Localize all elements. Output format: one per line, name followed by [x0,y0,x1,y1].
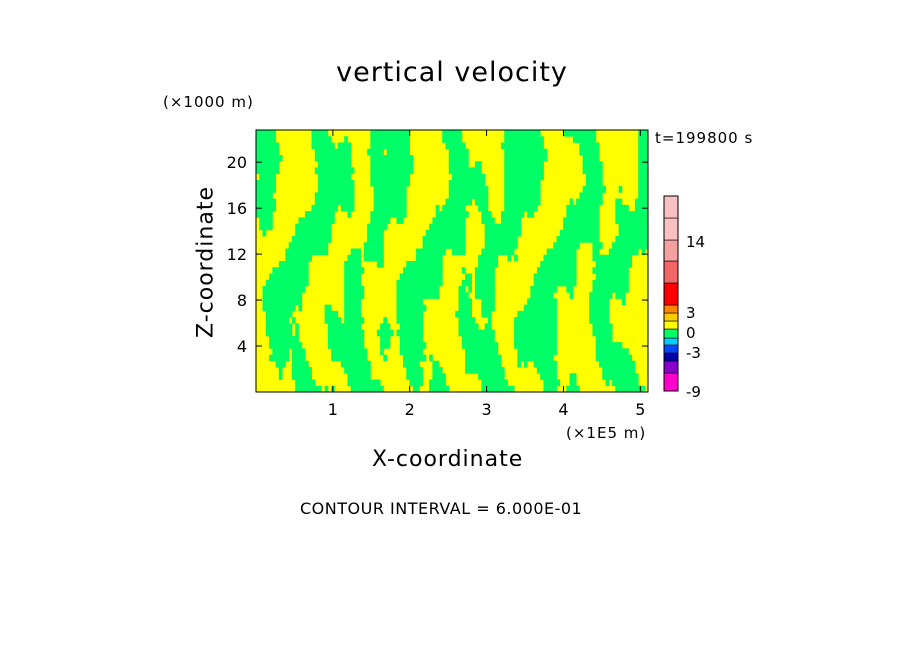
colorbar-segment [663,352,679,362]
colorbar-segment [663,372,679,392]
colorbar-segment [663,320,679,330]
colorbar-tick-label: 3 [686,304,696,322]
plot-frame [255,129,649,393]
colorbar-segment [663,344,679,354]
x-tick-label: 2 [405,400,415,419]
colorbar: 14 3 0 -3 -9 [663,195,705,401]
colorbar-tick-label: -9 [686,383,701,401]
colorbar-segment [663,312,679,322]
x-tick-label: 1 [328,400,338,419]
x-axis-label: X-coordinate [372,447,524,472]
colorbar-segment [663,304,679,314]
colorbar-segment [663,360,679,374]
colorbar-segment [663,337,679,346]
colorbar-tick-label: 0 [686,324,696,342]
colorbar-tick-label: -3 [686,344,701,362]
colorbar-frame [663,195,679,392]
contour-field [256,130,649,393]
z-unit-label: (×1000 m) [163,93,254,111]
x-tick-label: 3 [481,400,491,419]
y-tick-label: 8 [237,291,247,310]
x-tick-label: 5 [635,400,645,419]
x-unit-label: (×1E5 m) [566,424,647,442]
time-label: t=199800 s [655,129,754,147]
chart-title: vertical velocity [336,57,568,88]
y-tick-label: 20 [227,153,247,172]
x-tick-label: 4 [558,400,568,419]
colorbar-segment [663,217,679,241]
contour-interval-note: CONTOUR INTERVAL = 6.000E-01 [300,499,583,518]
colorbar-segment [663,260,679,284]
colorbar-segment [663,195,679,219]
colorbar-tick-label: 14 [686,233,705,251]
colorbar-segment [663,239,679,262]
field-negative-region [256,130,649,393]
y-tick-label: 12 [227,245,247,264]
colorbar-segment [663,282,679,306]
y-tick-label: 16 [227,199,247,218]
colorbar-segment [663,328,679,339]
y-tick-label: 4 [237,337,247,356]
